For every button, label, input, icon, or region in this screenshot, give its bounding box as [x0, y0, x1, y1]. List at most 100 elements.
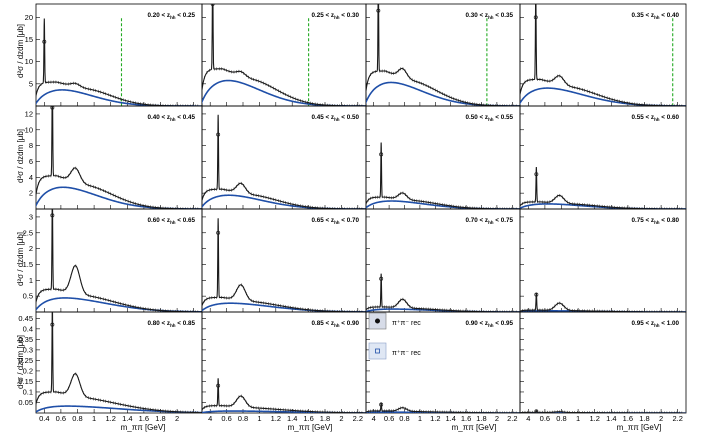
x-tick-label: 1.2	[105, 414, 115, 423]
panel-frame	[519, 208, 687, 313]
x-axis-label-col-4: m_ππ [GeV]	[617, 423, 662, 432]
plot-area	[366, 402, 520, 413]
panel-label: 0.35 < zhh < 0.40	[631, 12, 679, 20]
y-tick-label: 0.5	[23, 292, 33, 301]
panel-3: 0.30 < zhh < 0.35	[365, 3, 521, 107]
plot-area	[366, 273, 520, 312]
y-tick-label: 0.3	[23, 345, 33, 354]
data-curve	[202, 378, 366, 413]
panel-label: 0.90 < zhh < 0.95	[465, 320, 513, 328]
panel-frame	[35, 3, 203, 107]
panel-16: 4 0.6 0.8 1 1.2 1.4 1.6 1.8 2 2.2 0.95 < zhh < 1.0…	[519, 311, 687, 423]
legend-open-marker-box	[368, 342, 387, 360]
panels-layer: 5 10 15 20 0.20 < zhh < 0.25 0.25 < zhh < 0.3…	[18, 3, 687, 423]
panel-frame	[519, 311, 687, 414]
x-tick-label: 1	[418, 414, 422, 423]
y-tick-label: 4	[29, 173, 33, 182]
kshort-peak-marker	[50, 106, 55, 110]
x-tick-label: 0.6	[540, 414, 550, 423]
kshort-peak-marker	[216, 230, 221, 235]
kshort-peak-marker	[42, 39, 47, 44]
plot-area	[520, 166, 686, 209]
panel-label: 0.80 < zhh < 0.85	[147, 320, 195, 328]
kshort-peak-marker	[210, 4, 215, 6]
panel-10: 0.65 < zhh < 0.70	[201, 208, 367, 313]
panel-label: 0.70 < zhh < 0.75	[465, 217, 513, 225]
panel-label: 0.95 < zhh < 1.00	[631, 320, 679, 328]
data-curve	[202, 218, 366, 312]
plot-area	[36, 18, 202, 106]
y-tick-label: 1.5	[23, 260, 33, 269]
x-tick-label: 1.6	[461, 414, 471, 423]
plot-area	[202, 114, 366, 209]
y-axis-label-row-3: d²σ / dzdm [μb]	[16, 232, 25, 286]
x-tick-label: 0.6	[221, 414, 231, 423]
x-tick-label: 1.6	[139, 414, 149, 423]
data-curve	[366, 142, 520, 209]
y-tick-label: 5	[29, 79, 33, 88]
x-tick-label: 1.4	[287, 414, 297, 423]
x-tick-label: 1.8	[639, 414, 649, 423]
panel-5: 2 4 6 8 10 12 0.40 < zhh < 0.45	[25, 105, 203, 210]
x-axis-label-col-3: m_ππ [GeV]	[452, 423, 497, 432]
y-tick-label: 15	[25, 35, 33, 44]
panel-frame	[35, 311, 203, 414]
panel-frame	[365, 105, 521, 210]
kshort-peak-marker	[533, 15, 538, 20]
x-tick-label: 0.8	[72, 414, 82, 423]
kshort-peak-marker	[534, 409, 539, 413]
panel-label: 0.45 < zhh < 0.50	[311, 114, 359, 122]
x-tick-label: 1.4	[606, 414, 616, 423]
y-tick-label: 2	[29, 244, 33, 253]
x-tick-label: 1.2	[271, 414, 281, 423]
x-tick-label: 1	[257, 414, 261, 423]
panel-1: 5 10 15 20 0.20 < zhh < 0.25	[25, 3, 203, 107]
kshort-peak-marker	[50, 213, 55, 218]
plot-area	[520, 409, 686, 413]
panel-12: 0.75 < zhh < 0.80	[519, 208, 687, 313]
panel-9: 0.5 1 1.5 2 2.5 3 0.60 < zhh < 0.65	[23, 208, 203, 313]
panel-frame	[365, 3, 521, 107]
plot-area	[36, 312, 202, 413]
data-curve	[36, 106, 202, 209]
x-tick-label: 2	[659, 414, 663, 423]
panel-14: 4 0.6 0.8 1 1.2 1.4 1.6 1.8 2 2.2 0.85 < zhh < 0.9…	[201, 311, 367, 423]
panel-6: 0.45 < zhh < 0.50	[201, 105, 367, 210]
y-tick-label: 8	[29, 141, 33, 150]
legend-filled-circle-icon	[374, 318, 380, 324]
x-tick-label: 1.6	[303, 414, 313, 423]
panel-label: 0.75 < zhh < 0.80	[631, 217, 679, 225]
x-tick-label: 2.2	[672, 414, 682, 423]
panel-frame	[35, 208, 203, 313]
panel-8: 0.55 < zhh < 0.60	[519, 105, 687, 210]
x-tick-label: 0.8	[399, 414, 409, 423]
x-tick-label: 4	[208, 414, 212, 423]
kshort-peak-marker	[216, 132, 221, 137]
x-tick-label: 0.8	[238, 414, 248, 423]
y-tick-label: 10	[25, 57, 33, 66]
plot-area	[202, 378, 366, 413]
x-tick-label: 4	[526, 414, 530, 423]
y-tick-label: 2	[29, 189, 33, 198]
y-tick-label: 0.15	[18, 377, 33, 386]
x-tick-label: 1.8	[476, 414, 486, 423]
y-tick-label: 1	[29, 276, 33, 285]
x-tick-label: 1.4	[445, 414, 455, 423]
x-tick-label: 1.2	[430, 414, 440, 423]
x-tick-label: 2	[339, 414, 343, 423]
panel-label: 0.25 < zhh < 0.30	[311, 12, 359, 20]
x-tick-label: 0.8	[556, 414, 566, 423]
y-tick-label: 2.5	[23, 228, 33, 237]
panel-frame	[201, 105, 367, 210]
x-tick-label: 2.2	[353, 414, 363, 423]
panel-label: 0.40 < zhh < 0.45	[147, 114, 195, 122]
y-tick-label: 6	[29, 157, 33, 166]
kshort-peak-marker	[534, 292, 539, 297]
y-tick-label: 0.2	[23, 366, 33, 375]
y-tick-label: 0.05	[18, 398, 33, 407]
x-tick-label: 1	[576, 414, 580, 423]
x-tick-label: 2	[175, 414, 179, 423]
panel-2: 0.25 < zhh < 0.30	[201, 3, 367, 107]
x-tick-label: 1.4	[122, 414, 132, 423]
panel-7: 0.50 < zhh < 0.55	[365, 105, 521, 210]
